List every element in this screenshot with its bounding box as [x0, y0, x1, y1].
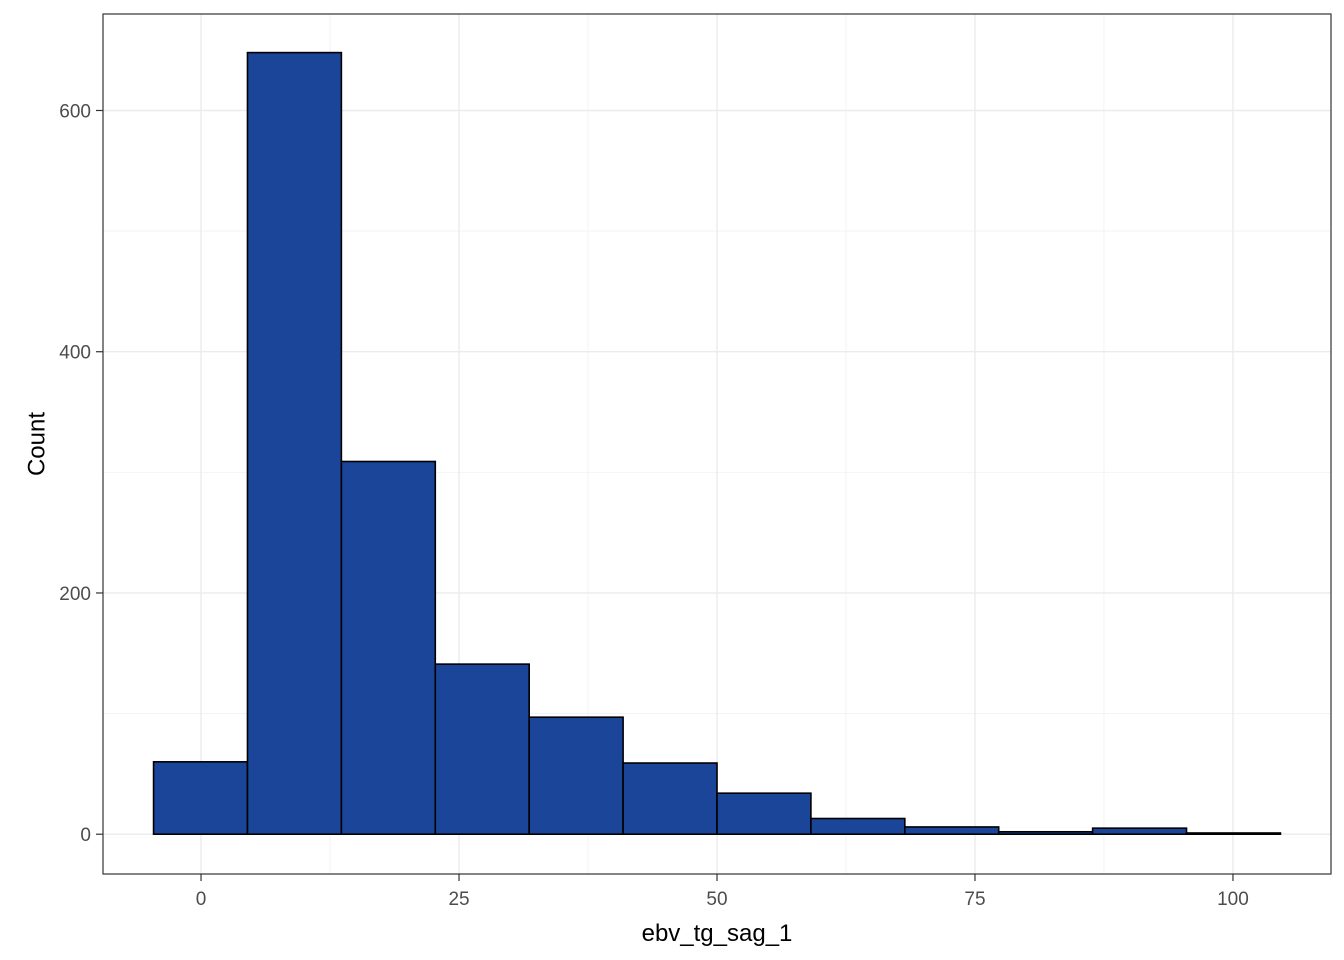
y-axis-title: Count: [23, 412, 50, 476]
histogram-bar: [904, 826, 1000, 835]
x-tick-label: 100: [1217, 889, 1249, 910]
x-tick-label: 50: [706, 889, 727, 910]
histogram-bar: [997, 830, 1094, 835]
x-axis-title: ebv_tg_sag_1: [642, 920, 793, 947]
x-tick-label: 75: [964, 889, 985, 910]
x-tick-label: 0: [196, 889, 207, 910]
histogram-bar: [246, 51, 343, 835]
histogram-bar: [810, 817, 906, 835]
histogram-bar: [152, 761, 249, 835]
histogram-bar: [1091, 827, 1188, 835]
x-axis-tick-labels: 0 25 50 75 100: [196, 889, 1249, 910]
x-tick-label: 25: [448, 889, 469, 910]
histogram-bar: [528, 716, 624, 835]
axis-ticks: [96, 109, 1234, 881]
histogram-bars: [152, 51, 1282, 835]
y-tick-label: 600: [59, 101, 91, 122]
histogram-bar: [622, 762, 718, 835]
y-axis-tick-labels: 0 200 400 600: [59, 101, 91, 846]
y-tick-label: 400: [59, 343, 91, 364]
y-tick-label: 200: [59, 584, 91, 605]
histogram-bar: [340, 460, 437, 835]
histogram-bar: [434, 663, 530, 835]
y-tick-label: 0: [80, 825, 91, 846]
histogram-bar: [1185, 832, 1282, 835]
histogram-bar: [716, 792, 812, 835]
